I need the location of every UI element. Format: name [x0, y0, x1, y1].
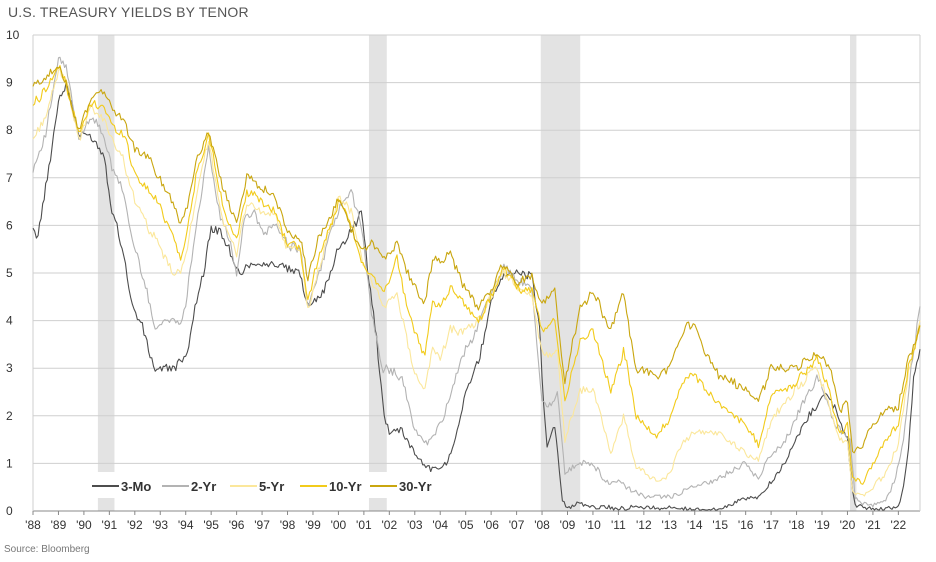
- x-tick-label-1988: '88: [25, 518, 41, 532]
- x-tick-label-2019: '19: [814, 518, 830, 532]
- x-tick-label-2015: '15: [712, 518, 728, 532]
- x-tick-label-2010: '10: [585, 518, 601, 532]
- x-tick-label-1998: '98: [280, 518, 296, 532]
- x-tick-label-2009: '09: [560, 518, 576, 532]
- x-tick-label-2011: '11: [611, 518, 626, 532]
- x-tick-label-2020: '20: [840, 518, 856, 532]
- x-tick-label-1990: '90: [76, 518, 92, 532]
- y-tick-label-6: 6: [6, 218, 13, 232]
- y-tick-label-7: 7: [6, 171, 13, 185]
- series-lines: [32, 56, 921, 511]
- x-tick-label-2018: '18: [789, 518, 805, 532]
- x-tick-label-1991: '91: [102, 518, 118, 532]
- y-tick-label-0: 0: [6, 504, 13, 518]
- legend: 3-Mo 2-Yr 5-Yr 10-Yr 30-Yr: [80, 472, 452, 498]
- x-tick-label-1995: '95: [203, 518, 219, 532]
- series-line-3-mo: [32, 81, 921, 511]
- y-tick-label-4: 4: [6, 314, 13, 328]
- series-line-30-yr: [32, 66, 921, 454]
- x-tick-label-2008: '08: [534, 518, 550, 532]
- x-tick-label-1996: '96: [229, 518, 245, 532]
- x-tick-label-2013: '13: [661, 518, 677, 532]
- legend-label-10-yr: 10-Yr: [329, 479, 362, 494]
- x-tick-label-1997: '97: [254, 518, 270, 532]
- y-tick-label-9: 9: [6, 76, 13, 90]
- x-tick-label-1999: '99: [305, 518, 321, 532]
- legend-label-2-yr: 2-Yr: [191, 479, 216, 494]
- x-tick-label-1989: '89: [51, 518, 67, 532]
- y-tick-label-2: 2: [6, 409, 13, 423]
- source-note: Source: Bloomberg: [4, 544, 90, 555]
- x-tick-label-1992: '92: [127, 518, 143, 532]
- x-tick-label-2003: '03: [407, 518, 423, 532]
- x-tick-label-2022: '22: [891, 518, 907, 532]
- grid-lines: [32, 34, 921, 512]
- x-tick-label-2016: '16: [738, 518, 754, 532]
- y-tick-label-3: 3: [6, 361, 13, 375]
- x-tick-label-2000: '00: [331, 518, 347, 532]
- x-tick-label-2021: '21: [865, 518, 881, 532]
- series-line-10-yr: [32, 65, 921, 485]
- x-tick-label-2004: '04: [432, 518, 448, 532]
- yield-chart: 0 1 2 3 4 5 6 7 8 9 10 '88 '89 '90 '91 '92 '93 '94 '95 '96 '…: [6, 28, 921, 532]
- series-line-5-yr: [32, 68, 921, 497]
- legend-label-30-yr: 30-Yr: [399, 479, 432, 494]
- y-tick-label-5: 5: [6, 266, 13, 280]
- legend-label-5-yr: 5-Yr: [259, 479, 284, 494]
- x-tick-label-2014: '14: [687, 518, 703, 532]
- x-tick-label-2002: '02: [382, 518, 398, 532]
- series-line-2-yr: [32, 56, 921, 508]
- y-tick-label-8: 8: [6, 123, 13, 137]
- axes: 0 1 2 3 4 5 6 7 8 9 10 '88 '89 '90 '91 '92 '93 '94 '95 '96 '…: [6, 28, 907, 532]
- x-tick-label-2012: '12: [636, 518, 652, 532]
- x-tick-label-1993: '93: [152, 518, 168, 532]
- x-tick-label-2001: '01: [356, 518, 372, 532]
- y-tick-label-10: 10: [6, 28, 20, 42]
- chart-title: U.S. TREASURY YIELDS BY TENOR: [8, 4, 249, 20]
- x-tick-label-2006: '06: [483, 518, 499, 532]
- x-tick-label-2017: '17: [763, 518, 779, 532]
- y-tick-label-1: 1: [6, 456, 13, 470]
- x-tick-label-1994: '94: [178, 518, 194, 532]
- x-tick-label-2005: '05: [458, 518, 474, 532]
- legend-label-3-mo: 3-Mo: [121, 479, 151, 494]
- x-tick-label-2007: '07: [509, 518, 525, 532]
